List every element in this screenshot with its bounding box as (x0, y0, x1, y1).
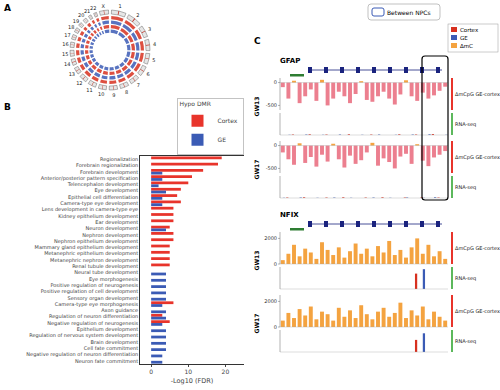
svg-text:19: 19 (73, 18, 79, 24)
svg-text:GFAP: GFAP (280, 57, 300, 65)
svg-text:15: 15 (62, 51, 68, 57)
svg-text:7: 7 (137, 82, 140, 88)
svg-text:20: 20 (78, 12, 85, 19)
svg-text:ΔmCpG GE-cortex: ΔmCpG GE-cortex (455, 245, 500, 252)
svg-text:0: 0 (274, 79, 277, 85)
svg-text:6: 6 (146, 71, 149, 77)
svg-text:Neuron fate commitment: Neuron fate commitment (75, 358, 138, 364)
svg-text:ΔmCpG GE-cortex: ΔmCpG GE-cortex (455, 154, 500, 161)
svg-text:RNA-seq: RNA-seq (455, 121, 476, 128)
svg-text:GW13: GW13 (253, 251, 260, 271)
svg-text:20: 20 (222, 368, 230, 375)
svg-text:21: 21 (83, 8, 91, 15)
svg-text:GE: GE (218, 136, 227, 143)
svg-text:Eye development: Eye development (94, 187, 138, 194)
svg-text:2000: 2000 (264, 235, 277, 241)
svg-text:Axon guidance: Axon guidance (101, 307, 138, 314)
svg-text:Neural tube development: Neural tube development (74, 269, 138, 276)
svg-text:18: 18 (68, 24, 74, 30)
svg-text:-500: -500 (266, 102, 277, 108)
svg-text:Epithelium development: Epithelium development (77, 326, 138, 333)
svg-text:Kidney epithelium development: Kidney epithelium development (58, 213, 138, 220)
svg-text:Regulation of nervous system d: Regulation of nervous system development (29, 332, 138, 339)
svg-text:Negative regulation of neuroge: Negative regulation of neurogenesis (47, 320, 138, 327)
svg-text:5: 5 (152, 57, 155, 63)
svg-text:RNA-seq: RNA-seq (455, 184, 476, 191)
svg-text:Lens development in camera-typ: Lens development in camera-type eye (42, 206, 138, 213)
svg-text:GW13: GW13 (253, 97, 260, 117)
svg-text:Positive regulation of neuroge: Positive regulation of neurogenesis (50, 282, 138, 289)
svg-text:Cortex: Cortex (218, 117, 238, 124)
svg-text:Regionalization: Regionalization (100, 156, 138, 163)
svg-text:Camera-type eye morphogenesis: Camera-type eye morphogenesis (55, 301, 139, 308)
svg-text:ΔmCpG GE-cortex: ΔmCpG GE-cortex (455, 91, 500, 98)
svg-text:Cortex: Cortex (460, 27, 479, 33)
svg-text:C: C (254, 36, 261, 46)
svg-text:GE: GE (460, 35, 468, 41)
svg-text:-500: -500 (266, 165, 277, 171)
svg-text:1: 1 (118, 3, 121, 9)
svg-text:4: 4 (153, 41, 156, 47)
svg-text:Negative regulation of neuron: Negative regulation of neuron differenti… (26, 351, 138, 358)
svg-text:22: 22 (90, 5, 96, 11)
svg-text:Regulation of neuron different: Regulation of neuron differentiation (49, 313, 138, 320)
svg-text:Ear development: Ear development (95, 219, 138, 226)
svg-text:Between NPCs: Between NPCs (387, 9, 431, 16)
svg-text:ΔmCpG GE-cortex: ΔmCpG GE-cortex (455, 308, 500, 315)
svg-text:11: 11 (86, 87, 92, 93)
svg-text:3: 3 (148, 26, 151, 32)
svg-text:Mammary gland epithelium devel: Mammary gland epithelium development (35, 244, 139, 251)
svg-text:-Log10 (FDR): -Log10 (FDR) (171, 377, 214, 385)
svg-text:Cell fate commitment: Cell fate commitment (84, 345, 138, 351)
svg-text:Nephron epithelium development: Nephron epithelium development (54, 238, 138, 245)
svg-text:Epithelial cell differentiatio: Epithelial cell differentiation (68, 194, 138, 201)
svg-text:10: 10 (98, 91, 104, 97)
svg-text:Telencephalon development: Telencephalon development (67, 181, 138, 188)
svg-text:Hypo DMR: Hypo DMR (180, 100, 211, 108)
svg-text:Eye morphogenesis: Eye morphogenesis (89, 276, 139, 283)
svg-text:RNA-seq: RNA-seq (455, 275, 476, 282)
svg-text:Metanephric nephron developmen: Metanephric nephron development (50, 257, 138, 264)
svg-text:Positive regulation of cell de: Positive regulation of cell development (41, 288, 138, 295)
svg-text:GW17: GW17 (253, 314, 260, 334)
svg-text:Brain development: Brain development (91, 339, 139, 346)
svg-text:17: 17 (64, 32, 70, 38)
svg-text:ΔmC: ΔmC (460, 43, 473, 49)
svg-text:2: 2 (136, 12, 139, 18)
svg-text:12: 12 (76, 80, 82, 86)
svg-text:13: 13 (69, 71, 75, 77)
svg-text:B: B (4, 102, 11, 112)
svg-text:Forebrain development: Forebrain development (80, 169, 138, 176)
svg-text:Camera-type eye development: Camera-type eye development (60, 200, 138, 207)
svg-text:Forebrain regionalization: Forebrain regionalization (76, 162, 138, 169)
svg-text:9: 9 (112, 92, 115, 98)
svg-text:Anterior/posterior pattern spe: Anterior/posterior pattern specification (41, 175, 138, 182)
svg-text:Renal tubule development: Renal tubule development (72, 263, 138, 270)
svg-text:10: 10 (184, 368, 192, 375)
svg-text:16: 16 (62, 41, 68, 47)
svg-text:0: 0 (274, 324, 277, 330)
svg-text:2000: 2000 (264, 298, 277, 304)
svg-text:NFIX: NFIX (280, 211, 299, 219)
svg-text:GW17: GW17 (253, 160, 260, 180)
svg-text:0: 0 (274, 142, 277, 148)
svg-text:0: 0 (149, 368, 153, 375)
svg-text:RNA-seq: RNA-seq (455, 338, 476, 345)
svg-text:Neuron development: Neuron development (85, 225, 138, 232)
svg-text:8: 8 (125, 89, 128, 95)
svg-text:Sensory organ development: Sensory organ development (67, 295, 138, 302)
svg-text:0: 0 (274, 261, 277, 267)
svg-text:X: X (101, 3, 105, 9)
svg-text:A: A (4, 3, 11, 13)
svg-text:14: 14 (64, 61, 70, 67)
svg-text:Metanephric epithelium develop: Metanephric epithelium development (44, 250, 138, 257)
svg-text:Nephron development: Nephron development (82, 232, 138, 239)
